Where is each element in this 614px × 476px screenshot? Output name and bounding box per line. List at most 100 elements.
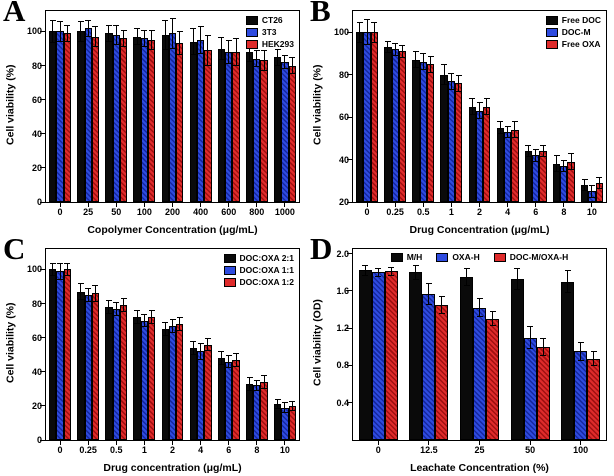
x-tick [428, 441, 430, 445]
error-bar-cap [85, 35, 92, 37]
error-bar-cap [588, 196, 595, 198]
error-bar [123, 29, 125, 47]
x-tick [479, 441, 480, 445]
error-bar-cap [540, 156, 547, 158]
bar-DOC-M [532, 155, 540, 202]
x-tick [284, 441, 286, 445]
x-tick-label: 50 [525, 445, 536, 455]
error-bar [164, 19, 166, 51]
error-bar-cap [225, 367, 232, 369]
error-bar-cap [253, 380, 260, 382]
error-bar [556, 155, 558, 173]
x-tick [563, 203, 565, 207]
error-bar [136, 28, 138, 46]
y-tick [347, 159, 352, 161]
bar-HEK293 [63, 33, 71, 202]
error-bar [108, 300, 110, 314]
error-bar-cap [233, 365, 240, 367]
error-bar-cap [120, 311, 127, 313]
bar-DOC:OXA 1:2 [288, 405, 296, 440]
y-tick [347, 364, 352, 366]
error-bar-cap [233, 353, 240, 355]
error-bar [277, 48, 279, 66]
y-tick [40, 65, 45, 67]
error-bar-cap [448, 72, 455, 74]
bar-DOC:OXA 1:2 [176, 324, 184, 440]
error-bar-cap [489, 311, 496, 313]
y-tick [40, 99, 45, 101]
y-tick [347, 253, 352, 255]
error-bar-cap [564, 270, 571, 272]
error-bar-cap [476, 298, 483, 300]
error-bar [143, 29, 145, 47]
error-bar-cap [504, 125, 511, 127]
plot-area-d: M/H OXA-H DOC-M/OXA-H 0.4 0.8 1.2 1.6 2.0 0 12.5… [336, 248, 607, 455]
error-bar-cap [57, 278, 64, 280]
error-bar [471, 98, 473, 115]
y-tick [40, 201, 45, 203]
error-bar [52, 19, 54, 44]
error-bar-cap [527, 347, 534, 349]
x-tick-label: 200 [164, 207, 180, 217]
error-bar-cap [141, 326, 148, 328]
error-bar-cap [274, 48, 281, 50]
error-bar [570, 153, 572, 171]
bar-Free OXA [398, 51, 407, 202]
error-bar-cap [92, 45, 99, 47]
x-tick-label: 0.25 [386, 207, 404, 217]
y-tick-label: 20 [31, 400, 42, 411]
error-bar [151, 310, 153, 325]
error-bar [466, 267, 467, 287]
error-bar [373, 21, 375, 43]
y-tick-label: 100 [26, 264, 42, 275]
panel-letter-d: D [310, 231, 333, 266]
y-tick-label: 60 [31, 94, 42, 105]
error-bar-cap [246, 376, 253, 378]
y-tick [40, 405, 45, 407]
bar-M/H [358, 270, 372, 440]
bar-M/H [460, 276, 473, 440]
error-bar-cap [92, 284, 99, 286]
bar-3T3 [84, 28, 92, 202]
error-bar-cap [455, 74, 462, 76]
x-tick-label: 10 [279, 445, 290, 455]
error-bar [263, 50, 265, 71]
panel-b: B Cell viability (%) Free DOC DOC-M Free O… [307, 0, 614, 238]
bar-DOC:OXA 2:1 [77, 291, 85, 440]
error-bar-cap [392, 42, 399, 44]
bar-Free DOC [468, 106, 476, 202]
error-bar-cap [399, 44, 406, 46]
error-bar-cap [218, 36, 225, 38]
x-axis-title-d: Leachate Concentration (%) [410, 462, 549, 474]
error-bar [66, 262, 68, 277]
error-bar-cap [225, 354, 232, 356]
x-tick [59, 441, 61, 445]
bar-HEK293 [119, 38, 128, 202]
error-bar [415, 51, 417, 69]
bar-Free DOC [412, 59, 420, 202]
bar-CT26 [105, 33, 113, 202]
error-bar [527, 144, 529, 158]
error-bar [567, 270, 569, 293]
error-bar [172, 318, 173, 333]
bar-Free DOC [384, 47, 392, 202]
error-bar [377, 267, 379, 277]
x-tick [377, 441, 379, 445]
error-bar [598, 176, 600, 190]
bar-DOC:OXA 1:2 [148, 317, 156, 440]
error-bar-cap [176, 31, 183, 33]
y-axis-title-c: Cell viability (%) [4, 302, 17, 384]
error-bar-cap [253, 389, 260, 391]
bar-DOC-M [475, 110, 484, 202]
bar-CT26 [49, 31, 57, 202]
error-bar-cap [427, 55, 434, 57]
x-tick-label: 1000 [274, 207, 295, 217]
x-tick [394, 203, 396, 207]
legend-label: DOC:OXA 1:1 [239, 265, 294, 275]
panel-a: A Cell viability (%) CT26 3T3 HEK293 0 20 40… [0, 0, 307, 238]
error-bar-cap [581, 190, 588, 192]
error-bar-cap [581, 178, 588, 180]
bar-DOC-M [363, 32, 371, 202]
x-tick-label: 12.5 [420, 445, 438, 455]
error-bar-cap [105, 40, 112, 42]
